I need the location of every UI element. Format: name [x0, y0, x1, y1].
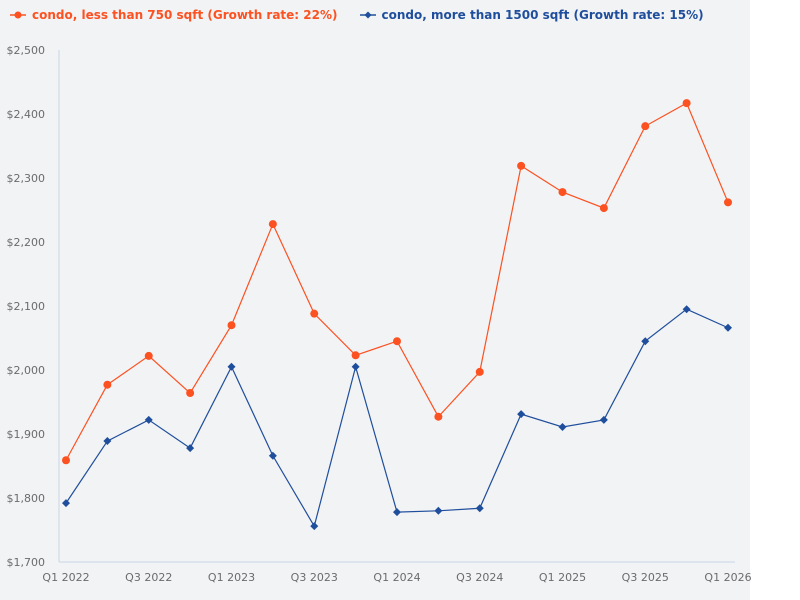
x-tick-label: Q1 2024 [373, 571, 420, 584]
legend-label-small-condo: condo, less than 750 sqft (Growth rate: … [32, 8, 338, 22]
circle-data-point[interactable] [186, 389, 195, 398]
diamond-data-point[interactable] [144, 415, 153, 424]
plot-background [0, 0, 750, 600]
diamond-data-point[interactable] [682, 305, 691, 314]
circle-data-point[interactable] [599, 204, 608, 213]
diamond-data-point[interactable] [558, 422, 567, 431]
y-tick-label: $1,900 [7, 428, 46, 441]
y-tick-label: $2,000 [7, 364, 46, 377]
diamond-data-point[interactable] [103, 437, 112, 446]
circle-marker-icon [10, 11, 26, 19]
legend: condo, less than 750 sqft (Growth rate: … [10, 8, 704, 22]
x-tick-label: Q1 2026 [704, 571, 751, 584]
x-tick-label: Q1 2023 [208, 571, 255, 584]
circle-data-point[interactable] [558, 188, 567, 197]
x-axis-ticks: Q1 2022 Q3 2022 Q1 2023 Q3 2023 Q1 2024 Q3 20… [42, 571, 751, 584]
diamond-data-point[interactable] [268, 451, 277, 460]
x-tick-label: Q3 2022 [125, 571, 172, 584]
circle-data-point[interactable] [393, 337, 401, 346]
circle-data-point[interactable] [310, 309, 319, 318]
y-tick-label: $1,800 [7, 492, 46, 505]
circle-data-point[interactable] [62, 456, 70, 465]
y-axis-ticks: $1,700 $1,800 $1,900 $2,000 $2,100 $2,200 $2,3… [7, 44, 46, 569]
diamond-data-point[interactable] [641, 337, 650, 346]
x-tick-label: Q3 2025 [622, 571, 669, 584]
x-tick-label: Q1 2025 [539, 571, 586, 584]
circle-data-point[interactable] [475, 367, 484, 376]
series-line-0 [65, 102, 729, 461]
diamond-data-point[interactable] [227, 362, 236, 371]
diamond-data-point[interactable] [393, 508, 401, 517]
diamond-data-point[interactable] [62, 499, 70, 508]
diamond-data-point[interactable] [186, 444, 195, 453]
circle-data-point[interactable] [227, 321, 236, 330]
series-group [62, 99, 732, 531]
x-tick-label: Q1 2022 [42, 571, 89, 584]
x-tick-label: Q3 2024 [456, 571, 503, 584]
diamond-marker-icon [359, 11, 376, 19]
diamond-data-point[interactable] [475, 504, 484, 513]
x-tick-label: Q3 2023 [291, 571, 338, 584]
diamond-data-point[interactable] [351, 362, 360, 371]
diamond-data-point[interactable] [434, 506, 443, 515]
legend-item-large-condo[interactable]: condo, more than 1500 sqft (Growth rate:… [359, 8, 704, 22]
diamond-data-point[interactable] [724, 323, 732, 332]
circle-data-point[interactable] [434, 412, 443, 421]
y-tick-label: $2,400 [7, 108, 46, 121]
circle-data-point[interactable] [144, 351, 153, 360]
diamond-data-point[interactable] [310, 522, 319, 531]
y-tick-label: $2,100 [7, 300, 46, 313]
legend-item-small-condo[interactable]: condo, less than 750 sqft (Growth rate: … [10, 8, 338, 22]
circle-data-point[interactable] [517, 161, 526, 170]
circle-data-point[interactable] [103, 380, 112, 389]
diamond-data-point[interactable] [599, 415, 608, 424]
circle-data-point[interactable] [724, 198, 732, 207]
y-tick-label: $2,300 [7, 172, 46, 185]
circle-data-point[interactable] [268, 220, 277, 229]
y-tick-label: $2,200 [7, 236, 46, 249]
circle-data-point[interactable] [682, 99, 691, 108]
circle-data-point[interactable] [641, 122, 650, 131]
diamond-data-point[interactable] [517, 410, 526, 419]
y-tick-label: $2,500 [7, 44, 46, 57]
legend-label-large-condo: condo, more than 1500 sqft (Growth rate:… [381, 8, 704, 22]
y-tick-label: $1,700 [7, 556, 46, 569]
circle-data-point[interactable] [351, 351, 360, 360]
